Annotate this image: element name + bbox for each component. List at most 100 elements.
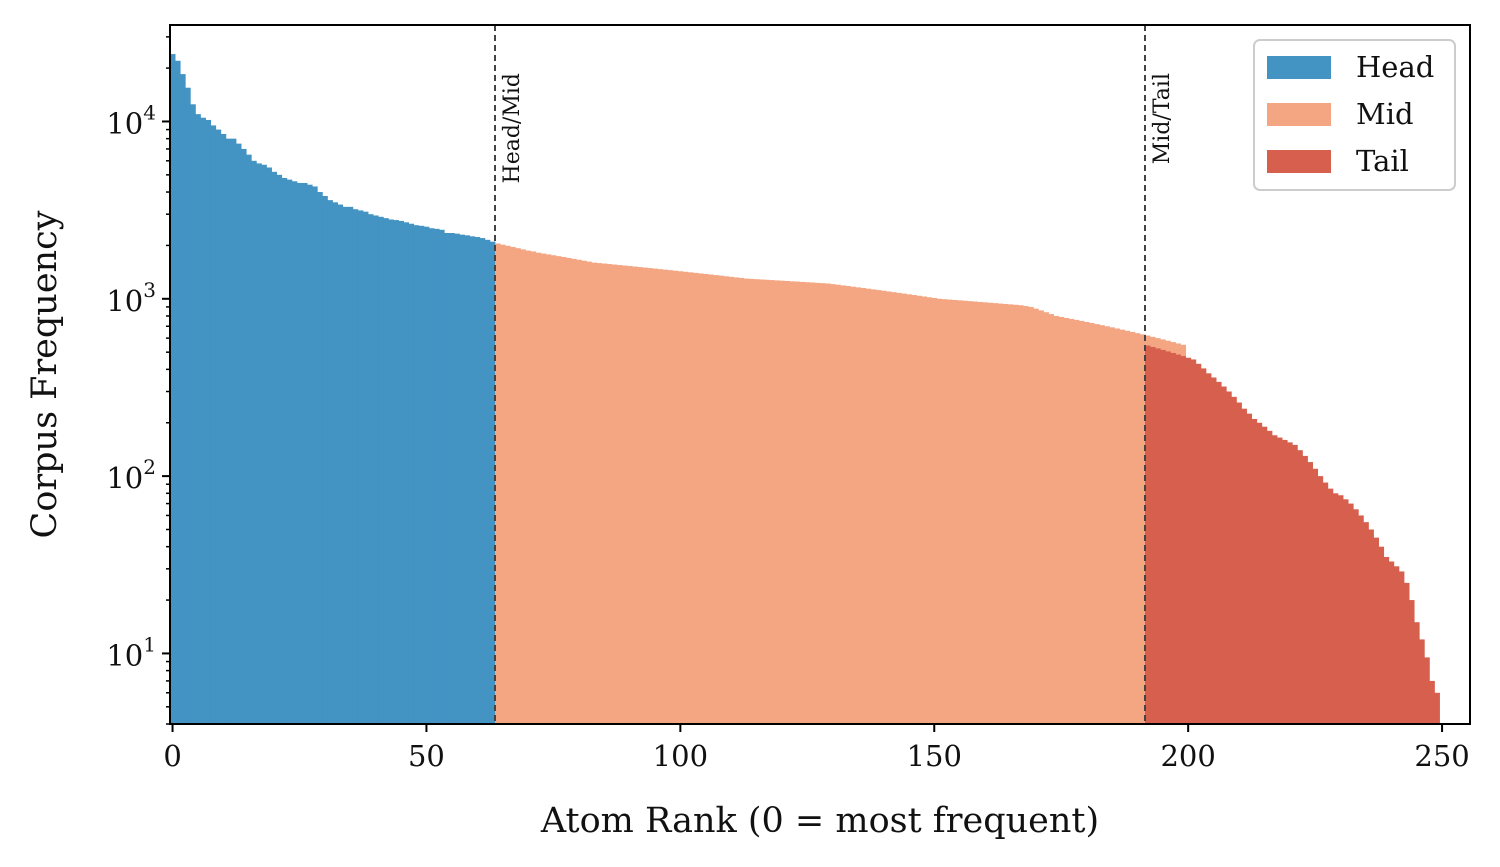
bar-tail-234 (1358, 515, 1364, 724)
bar-tail-247 (1424, 657, 1430, 724)
bar-mid-85 (601, 263, 608, 724)
bar-mid-174 (1053, 315, 1060, 724)
bar-tail-194 (1155, 348, 1161, 724)
bar-tail-245 (1414, 622, 1420, 724)
bar-tail-210 (1236, 402, 1242, 724)
bar-mid-175 (1058, 316, 1065, 724)
threshold-label-1: Head/Mid (500, 73, 525, 183)
bar-tail-206 (1216, 381, 1222, 724)
bar-head-14 (241, 148, 247, 724)
bar-mid-125 (804, 282, 811, 724)
y-tick-base: 10 (106, 106, 143, 140)
bar-tail-212 (1246, 413, 1253, 724)
bar-tail-249 (1434, 692, 1440, 724)
bar-mid-91 (632, 266, 638, 724)
bar-mid-115 (753, 279, 760, 724)
bar-tail-217 (1271, 435, 1278, 724)
bar-mid-146 (911, 295, 917, 724)
bar-mid-140 (880, 290, 887, 724)
bar-mid-116 (759, 279, 765, 724)
bar-tail-198 (1175, 354, 1181, 724)
bar-head-48 (413, 225, 420, 724)
bar-tail-229 (1332, 493, 1339, 724)
bar-mid-72 (535, 252, 542, 724)
bar-tail-246 (1419, 639, 1425, 724)
bar-head-6 (200, 117, 206, 725)
bar-mid-188 (1124, 330, 1131, 724)
bar-mid-92 (637, 267, 643, 724)
bar-mid-131 (835, 284, 841, 724)
bar-mid-172 (1043, 312, 1049, 724)
bar-mid-126 (809, 282, 816, 724)
bar-head-35 (347, 206, 354, 725)
bar-head-59 (469, 236, 476, 724)
bar-mid-184 (1104, 326, 1110, 724)
bar-mid-149 (926, 297, 933, 724)
bar-mid-155 (957, 300, 963, 724)
bar-mid-151 (936, 298, 943, 724)
bar-mid-90 (627, 266, 633, 724)
bar-tail-226 (1317, 476, 1324, 724)
bar-tail-216 (1266, 430, 1273, 724)
bar-mid-138 (870, 289, 877, 724)
bar-tail-219 (1282, 439, 1288, 724)
bar-mid-187 (1119, 329, 1126, 724)
bar-mid-77 (561, 257, 567, 724)
bar-mid-105 (703, 273, 709, 724)
bar-tail-218 (1277, 437, 1283, 724)
bar-head-23 (286, 179, 293, 724)
bar-tail-223 (1302, 455, 1308, 724)
bar-head-36 (352, 209, 359, 725)
bar-mid-102 (687, 272, 694, 724)
bar-mid-87 (611, 264, 618, 724)
bar-tail-192 (1145, 345, 1151, 724)
bar-tail-244 (1409, 600, 1415, 724)
bar-mid-128 (820, 283, 826, 724)
bar-mid-176 (1063, 317, 1070, 724)
bar-tail-204 (1205, 373, 1212, 724)
bar-head-4 (190, 104, 196, 725)
bar-head-45 (398, 220, 404, 724)
bar-mid-80 (576, 259, 582, 724)
bar-head-56 (454, 233, 460, 724)
bar-mid-118 (769, 280, 775, 724)
bar-head-9 (215, 129, 222, 725)
series-mid (495, 243, 1187, 725)
bar-mid-74 (545, 254, 552, 724)
bar-head-2 (180, 74, 186, 725)
bar-head-32 (332, 202, 338, 724)
bar-head-50 (423, 226, 430, 724)
y-tick-base: 10 (106, 284, 143, 318)
bar-mid-89 (621, 265, 628, 724)
legend-swatch-mid (1267, 103, 1331, 126)
bar-tail-207 (1221, 386, 1227, 724)
bar-mid-165 (1007, 304, 1014, 724)
bar-head-60 (474, 237, 481, 724)
bar-tail-227 (1322, 482, 1329, 724)
bar-tail-235 (1363, 522, 1369, 724)
bar-mid-66 (505, 245, 511, 725)
bar-mid-154 (952, 299, 958, 724)
bar-mid-130 (830, 284, 836, 724)
bar-tail-205 (1211, 377, 1217, 724)
bar-mid-156 (962, 300, 968, 724)
bar-mid-108 (718, 275, 724, 724)
bar-mid-119 (774, 280, 780, 724)
bar-head-28 (312, 186, 318, 725)
bar-mid-124 (799, 281, 806, 724)
bar-mid-67 (510, 246, 516, 724)
y-axis-label: Corpus Frequency (25, 210, 65, 538)
bar-head-55 (449, 233, 455, 724)
bar-head-24 (291, 181, 298, 724)
bar-tail-243 (1403, 582, 1410, 724)
bar-mid-113 (743, 278, 750, 724)
bar-head-25 (296, 182, 303, 725)
bar-head-5 (195, 114, 201, 724)
bar-mid-111 (733, 277, 740, 724)
bar-mid-170 (1033, 308, 1039, 724)
bars-layer (170, 54, 1440, 725)
bar-head-46 (403, 222, 410, 724)
bar-mid-136 (860, 288, 867, 724)
